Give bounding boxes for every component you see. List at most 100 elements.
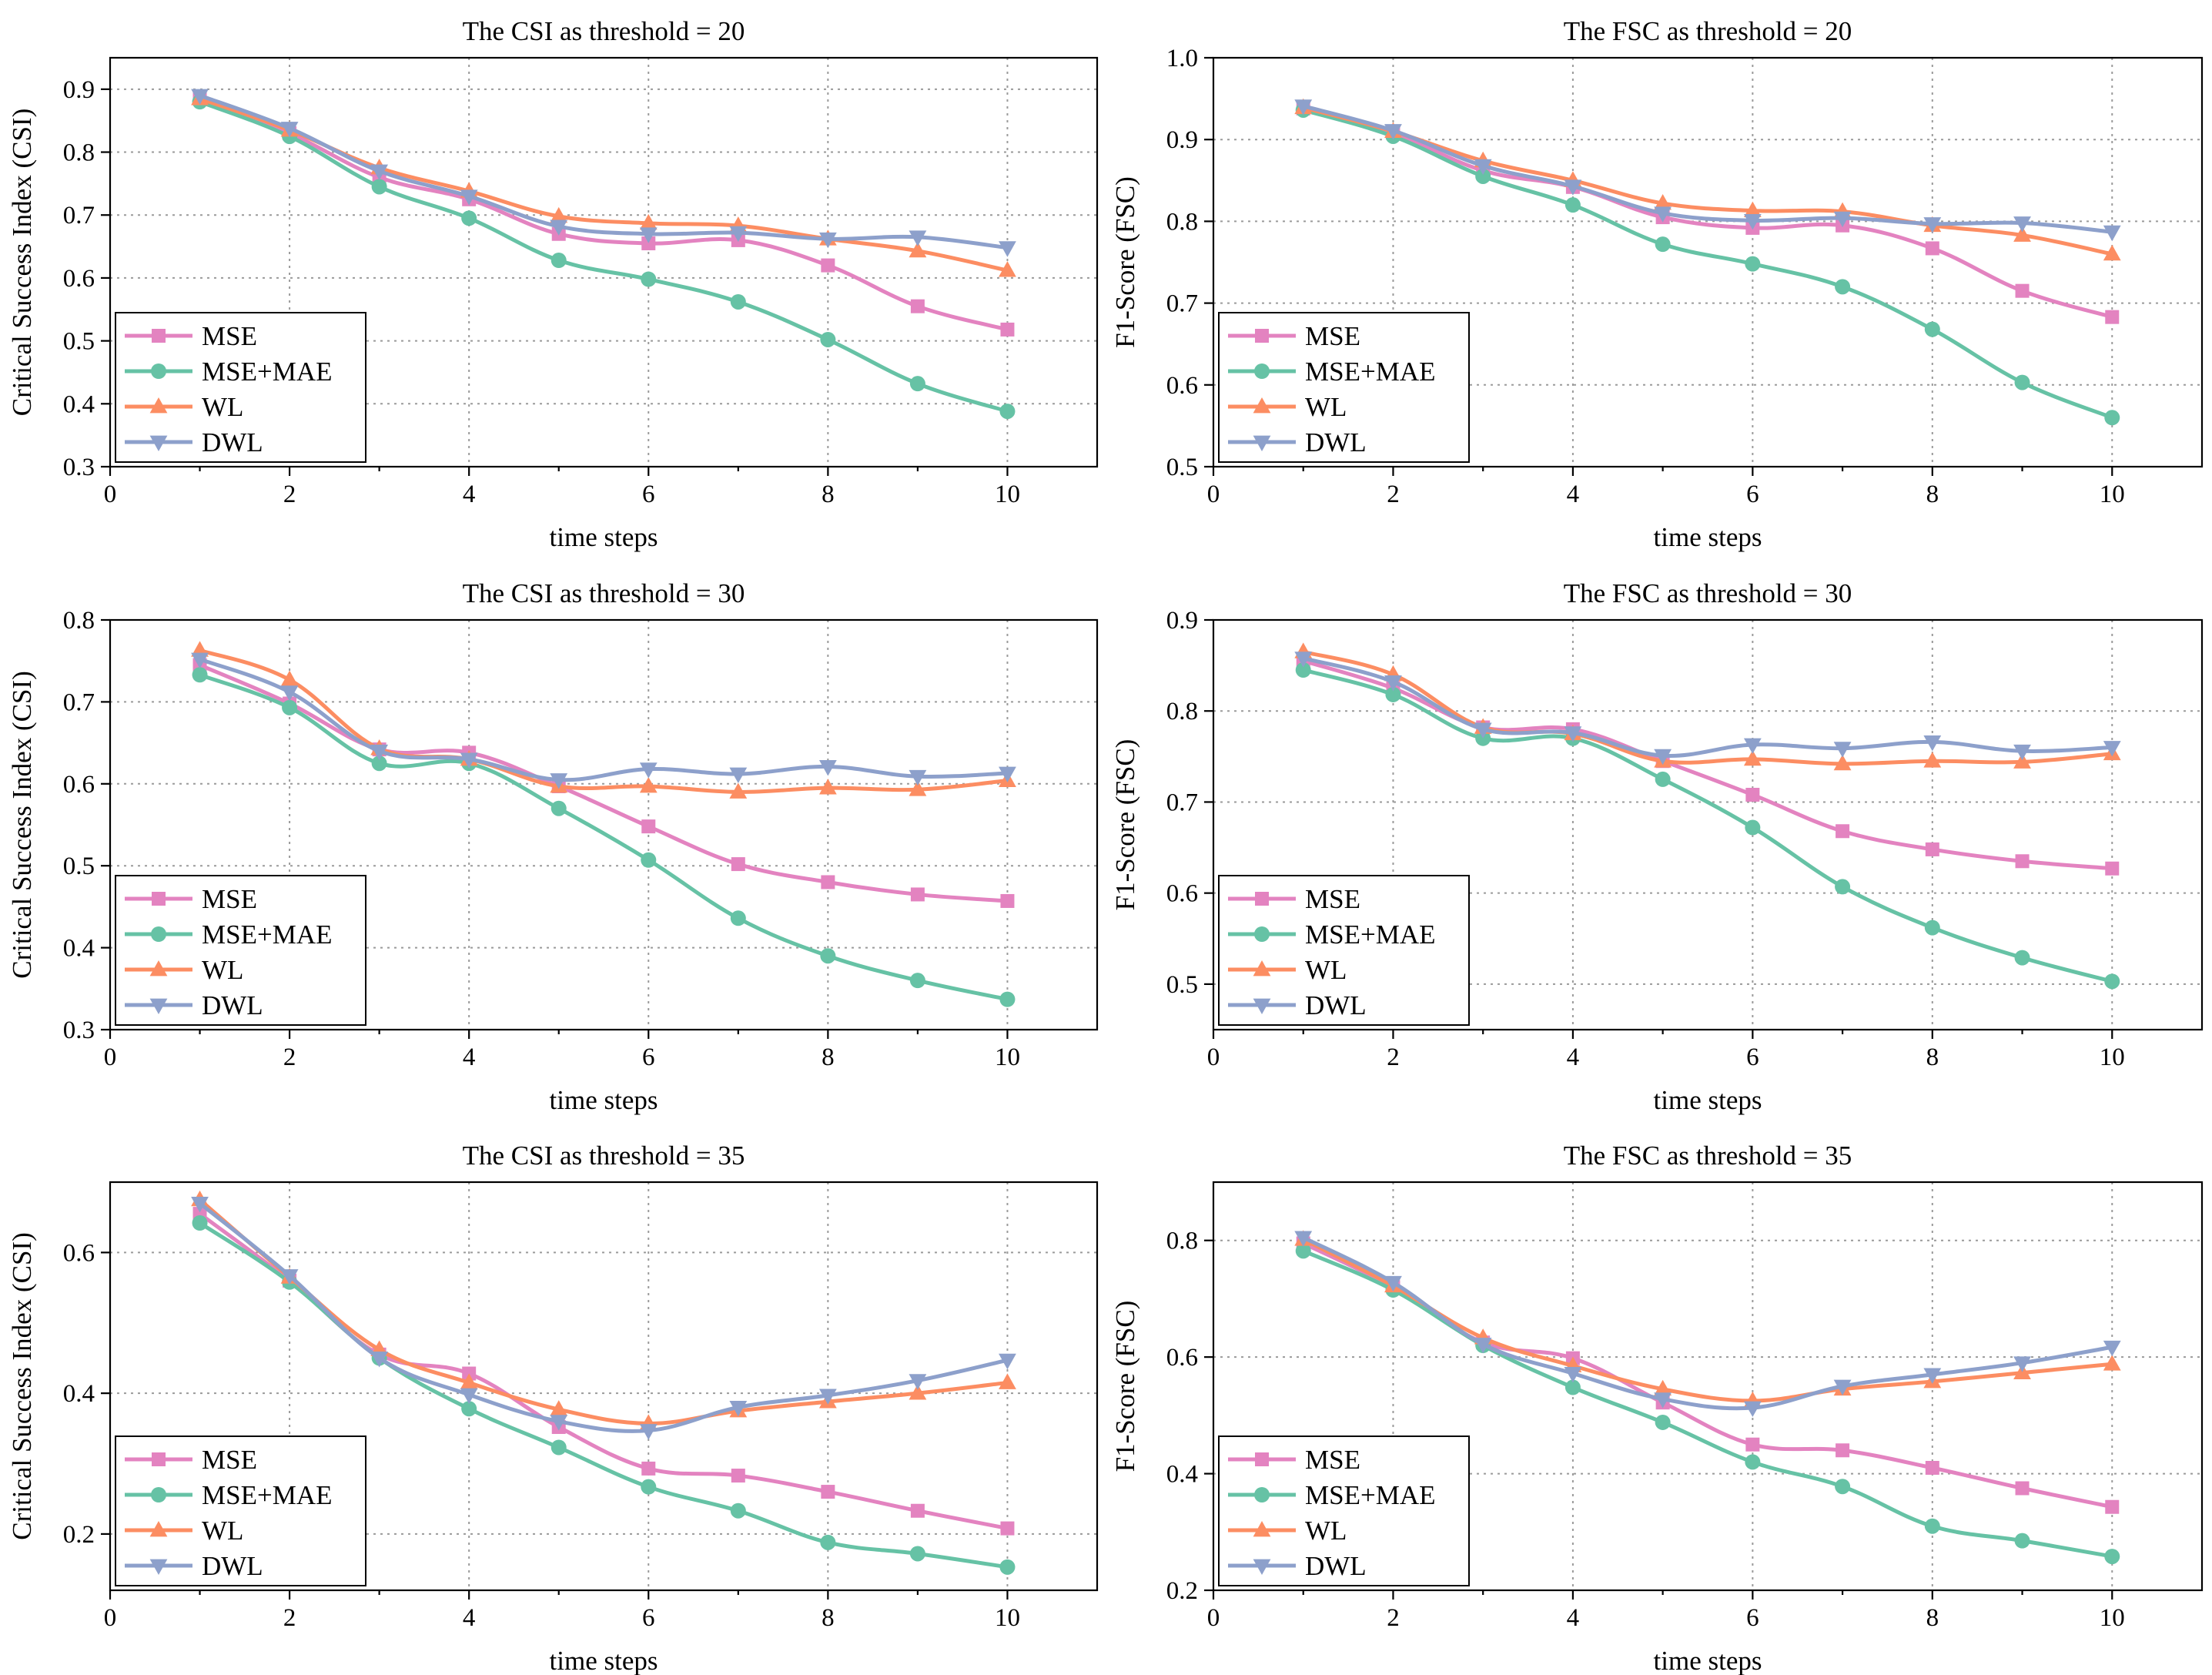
x-tick-label: 6 bbox=[1746, 1604, 1759, 1632]
data-point bbox=[1654, 1392, 1672, 1409]
data-point bbox=[731, 1469, 745, 1483]
data-point bbox=[909, 769, 927, 786]
x-tick-label: 6 bbox=[642, 1604, 655, 1632]
data-point bbox=[460, 752, 478, 769]
x-tick-label: 10 bbox=[995, 1604, 1020, 1632]
data-point bbox=[820, 331, 836, 347]
legend-item: WL bbox=[1228, 392, 1347, 422]
y-tick-label: 0.2 bbox=[63, 1521, 95, 1549]
legend-item: MSE bbox=[1228, 884, 1360, 914]
data-point bbox=[730, 1502, 746, 1519]
legend-label: MSE+MAE bbox=[1305, 920, 1435, 950]
data-point bbox=[1474, 1338, 1492, 1354]
data-point bbox=[1474, 722, 1492, 739]
chart-panel-6: 0 2 4 6 8 10 0.2 0.4 0.6 0.8 The FSC as threshold … bbox=[1110, 1141, 2204, 1675]
y-axis-label: Critical Success Index (CSI) bbox=[7, 1232, 37, 1540]
data-point bbox=[1000, 322, 1015, 337]
series-dwl bbox=[1294, 1231, 2121, 1418]
legend-item: MSE bbox=[125, 884, 257, 914]
data-point bbox=[1294, 99, 1313, 116]
legend: MSE MSE+MAE WL DWL bbox=[115, 1435, 366, 1586]
data-point bbox=[1833, 211, 1852, 228]
chart-panel-5: 0 2 4 6 8 10 0.2 0.4 0.6 The CSI as threshold = 3… bbox=[7, 1141, 1099, 1675]
legend-item: MSE bbox=[1228, 321, 1360, 351]
data-point bbox=[1745, 787, 1760, 802]
data-point bbox=[2015, 283, 2030, 298]
x-axis-label: time steps bbox=[1654, 1646, 1762, 1675]
x-axis-label: time steps bbox=[550, 1085, 658, 1115]
x-tick-label: 0 bbox=[104, 1604, 117, 1632]
x-tick-label: 10 bbox=[995, 1044, 1020, 1071]
data-point bbox=[730, 293, 746, 310]
x-tick-label: 2 bbox=[1387, 481, 1400, 508]
plot-frame bbox=[1212, 1181, 2204, 1592]
series-dwl bbox=[1294, 652, 2121, 765]
data-point bbox=[460, 189, 478, 206]
data-point bbox=[371, 755, 387, 772]
data-point bbox=[1385, 686, 1401, 702]
x-tick-label: 10 bbox=[995, 481, 1020, 508]
x-tick-label: 8 bbox=[822, 1044, 835, 1071]
data-point bbox=[2014, 1533, 2030, 1549]
data-point bbox=[1654, 194, 1672, 210]
data-point bbox=[2015, 854, 2030, 869]
legend-marker bbox=[1255, 1452, 1269, 1466]
legend-item: WL bbox=[125, 955, 243, 985]
data-point bbox=[1923, 752, 1942, 768]
x-tick-label: 0 bbox=[104, 1044, 117, 1071]
data-point bbox=[639, 227, 658, 243]
data-point bbox=[1924, 321, 1940, 337]
legend-item: MSE+MAE bbox=[125, 1480, 332, 1510]
y-tick-label: 0.5 bbox=[63, 328, 95, 356]
legend-label: MSE+MAE bbox=[202, 357, 332, 387]
data-point bbox=[2015, 1481, 2030, 1496]
legend-label: WL bbox=[1305, 955, 1347, 985]
series-line bbox=[198, 96, 1009, 332]
data-point bbox=[1294, 1231, 1313, 1247]
data-point bbox=[550, 253, 567, 269]
legend-item: DWL bbox=[1228, 1551, 1367, 1581]
data-point bbox=[1654, 206, 1672, 223]
data-point bbox=[1835, 879, 1851, 895]
data-point bbox=[999, 241, 1016, 257]
data-point bbox=[1564, 1366, 1582, 1383]
chart-panel-4: 0 2 4 6 8 10 0.5 0.6 0.7 0.8 0.9 The FSC as thresho… bbox=[1110, 578, 2204, 1115]
series-line bbox=[198, 1198, 1009, 1425]
x-tick-label: 0 bbox=[1207, 1044, 1220, 1071]
data-point bbox=[1384, 675, 1402, 692]
data-point bbox=[460, 1388, 478, 1404]
data-point bbox=[191, 1197, 209, 1213]
data-point bbox=[550, 773, 568, 789]
legend: MSE MSE+MAE WL DWL bbox=[1218, 875, 1470, 1026]
legend-item: MSE+MAE bbox=[125, 357, 332, 387]
legend-item: DWL bbox=[1228, 427, 1367, 457]
x-tick-label: 10 bbox=[2100, 1044, 2125, 1071]
x-tick-label: 8 bbox=[822, 481, 835, 508]
data-point bbox=[909, 1384, 927, 1400]
x-axis-label: time steps bbox=[550, 522, 658, 552]
data-point bbox=[282, 699, 298, 715]
data-point bbox=[1833, 1379, 1852, 1395]
plot-frame bbox=[1212, 56, 2204, 468]
data-point bbox=[2013, 744, 2031, 761]
legend-marker bbox=[149, 960, 168, 977]
data-point bbox=[2104, 410, 2120, 426]
legend-item: WL bbox=[1228, 955, 1347, 985]
legend-item: DWL bbox=[125, 990, 263, 1020]
data-point bbox=[641, 852, 657, 868]
data-point bbox=[641, 819, 656, 834]
data-point bbox=[2014, 374, 2030, 390]
data-point bbox=[909, 973, 925, 989]
data-point bbox=[1833, 742, 1852, 758]
legend-label: WL bbox=[202, 392, 243, 422]
series-line bbox=[1301, 106, 2114, 256]
data-point bbox=[1654, 1379, 1672, 1396]
data-point bbox=[1564, 726, 1582, 742]
data-point bbox=[1655, 771, 1671, 787]
data-point bbox=[641, 1461, 656, 1476]
legend-item: MSE+MAE bbox=[1228, 920, 1435, 950]
data-point bbox=[1475, 168, 1491, 184]
data-point bbox=[2103, 244, 2121, 261]
legend-marker bbox=[1253, 1559, 1271, 1575]
data-point bbox=[1743, 1401, 1762, 1418]
